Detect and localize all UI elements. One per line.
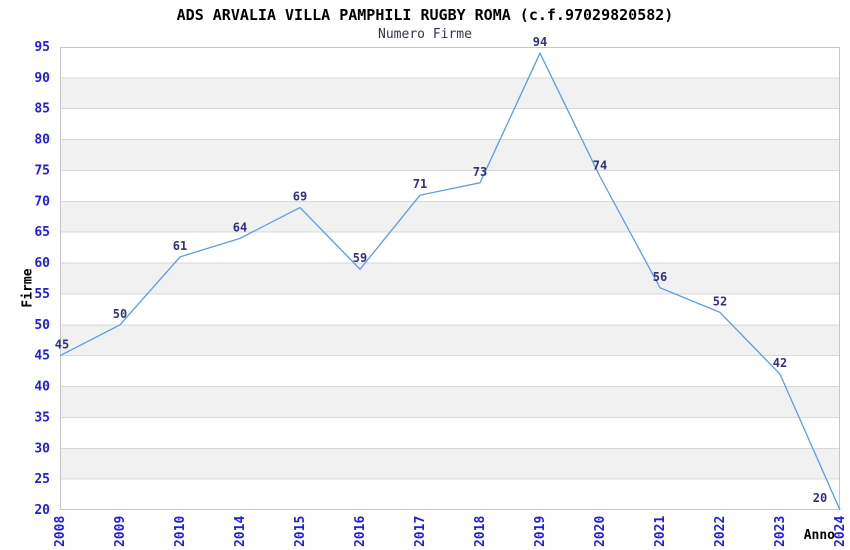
value-label: 50 [113, 307, 127, 321]
value-label: 45 [55, 338, 69, 352]
value-label: 69 [293, 190, 307, 204]
y-tick-label: 50 [34, 318, 50, 333]
value-label: 20 [813, 491, 827, 505]
x-tick-label: 2018 [473, 516, 488, 547]
value-label: 59 [353, 251, 367, 265]
x-tick-label: 2014 [233, 516, 248, 547]
y-tick-label: 30 [34, 441, 50, 456]
y-tick-label: 65 [34, 225, 50, 240]
y-tick-label: 45 [34, 349, 50, 364]
x-tick-label: 2022 [713, 516, 728, 547]
y-tick-label: 35 [34, 410, 50, 425]
y-tick-label: 20 [34, 503, 50, 518]
background-band [60, 263, 840, 294]
x-tick-label: 2008 [53, 516, 68, 547]
x-tick-label: 2019 [533, 516, 548, 547]
data-line [59, 51, 841, 511]
x-tick-label: 2023 [773, 516, 788, 547]
y-tick-label: 60 [34, 256, 50, 271]
background-band [60, 324, 840, 356]
background-band [60, 386, 840, 418]
y-tick-label: 40 [34, 380, 50, 395]
y-tick-label: 25 [34, 472, 50, 487]
x-tick-label: 2009 [113, 516, 128, 547]
value-label: 94 [533, 35, 547, 49]
value-label: 56 [653, 270, 667, 284]
value-label: 71 [413, 177, 427, 191]
value-label: 64 [233, 220, 247, 234]
x-tick-label: 2010 [173, 516, 188, 547]
chart-subtitle: Numero Firme [378, 27, 472, 42]
y-tick-label: 85 [34, 102, 50, 117]
x-tick-label: 2015 [293, 516, 308, 547]
x-axis-title: Anno [803, 528, 835, 543]
value-label: 52 [713, 294, 727, 308]
background-band [60, 77, 840, 109]
value-label: 42 [773, 356, 787, 370]
chart-title: ADS ARVALIA VILLA PAMPHILI RUGBY ROMA (c… [176, 6, 674, 24]
value-label: 61 [173, 239, 187, 253]
y-tick-label: 90 [34, 71, 50, 86]
y-tick-label: 75 [34, 163, 50, 178]
x-tick-label: 2021 [653, 516, 668, 547]
x-tick-label: 2017 [413, 516, 428, 547]
x-tick-label: 2020 [593, 516, 608, 547]
y-tick-label: 70 [34, 194, 50, 209]
x-tick-label: 2016 [353, 516, 368, 547]
background-band [60, 201, 840, 233]
background-band [60, 139, 840, 171]
value-label: 73 [473, 165, 487, 179]
value-label: 74 [593, 159, 607, 173]
y-tick-label: 80 [34, 133, 50, 148]
plot-border [60, 47, 840, 510]
y-tick-label: 55 [34, 287, 50, 302]
x-tick-label: 2024 [833, 516, 848, 547]
y-tick-label: 95 [34, 40, 50, 55]
background-band [60, 448, 840, 480]
